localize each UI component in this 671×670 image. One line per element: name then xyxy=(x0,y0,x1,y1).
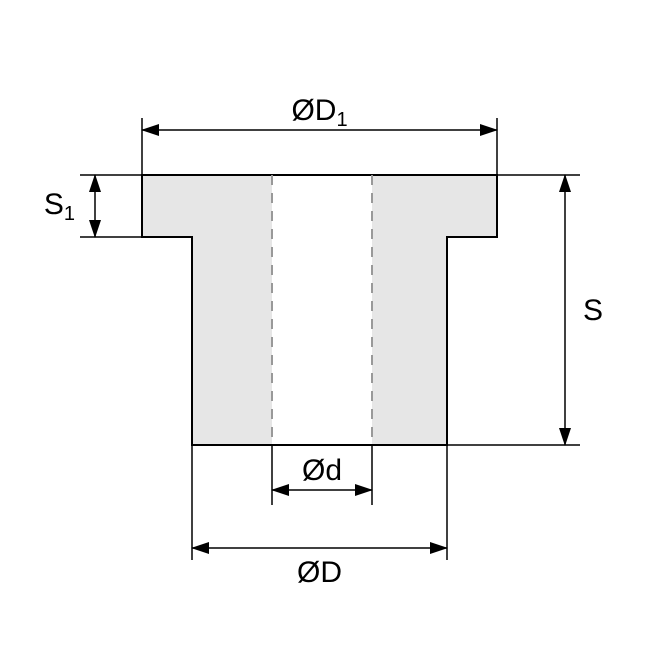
label-d1: ØD1 xyxy=(291,94,347,131)
label-d-small: Ød xyxy=(302,454,342,487)
section-right xyxy=(372,175,497,445)
section-left xyxy=(142,175,272,445)
label-D-big: ØD xyxy=(297,556,342,589)
bush-cross-section-diagram: ØD1 S1 S Ød ØD xyxy=(0,0,671,670)
label-s1: S1 xyxy=(44,188,75,225)
label-s: S xyxy=(583,294,603,327)
